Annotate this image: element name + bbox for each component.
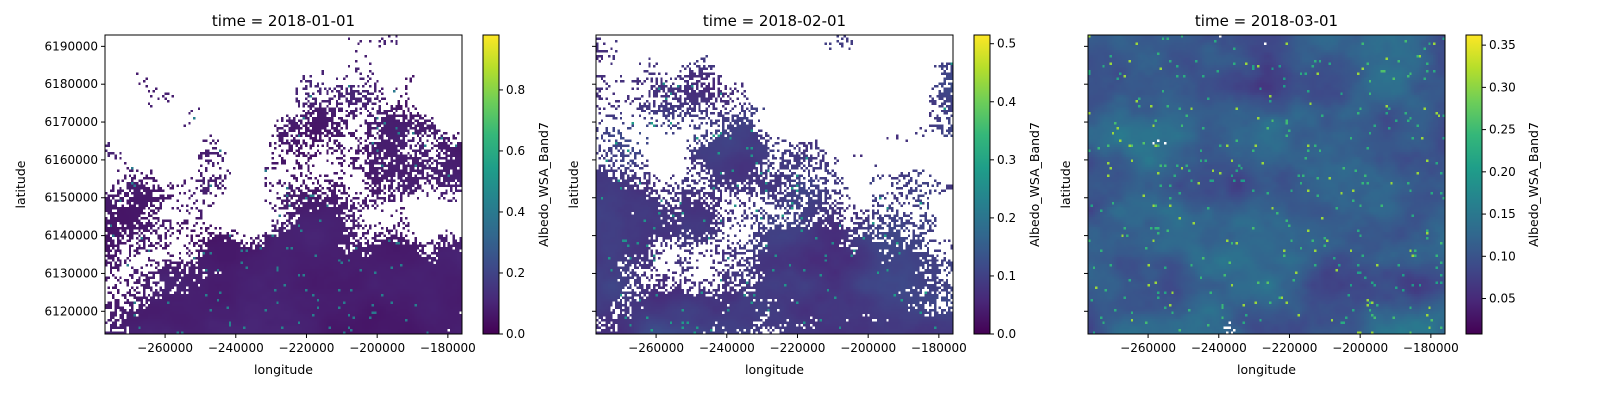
colorbar-tick-label: 0.35 bbox=[1489, 38, 1516, 52]
axes-frame bbox=[1087, 34, 1446, 335]
colorbar-tick-label: 0.25 bbox=[1489, 123, 1516, 137]
raster-field bbox=[105, 35, 462, 334]
colorbar-label: Albedo_WSA_Band7 bbox=[536, 122, 551, 247]
colorbar-frame bbox=[1465, 34, 1483, 335]
y-tick-label: 6170000 bbox=[45, 115, 98, 129]
colorbar-tick-label: 0.2 bbox=[997, 211, 1016, 225]
colorbar-gradient bbox=[974, 35, 990, 334]
panel-2: time = 2018-02-01 −260000 −240000 −220000 −2… bbox=[566, 12, 1042, 377]
x-tick-label: −180000 bbox=[420, 341, 476, 355]
x-axis-label: longitude bbox=[254, 362, 313, 377]
x-tick-label: −240000 bbox=[699, 341, 755, 355]
colorbar-tick-label: 0.05 bbox=[1489, 292, 1516, 306]
panel-1: time = 2018-01-01 −260000 −240000 −220000 −2… bbox=[13, 12, 551, 377]
y-tick-label: 6150000 bbox=[45, 191, 98, 205]
y-axis-label: latitude bbox=[1058, 160, 1073, 208]
colorbar-tick-label: 0.0 bbox=[997, 327, 1016, 341]
colorbar: 0.05 0.10 0.15 0.20 0.25 0.30 0.35 Albedo_WSA_B… bbox=[1465, 34, 1541, 335]
x-tick-label: −240000 bbox=[208, 341, 264, 355]
x-tick-label: −180000 bbox=[911, 341, 967, 355]
y-axis-label: latitude bbox=[13, 160, 28, 208]
colorbar-tick-label: 0.10 bbox=[1489, 249, 1516, 263]
axes-frame bbox=[104, 34, 463, 335]
x-tick-label: −260000 bbox=[1120, 341, 1176, 355]
panel-3: time = 2018-03-01 −260000 −240000 −220000 −2… bbox=[1058, 12, 1541, 377]
colorbar-tick-label: 0.30 bbox=[1489, 80, 1516, 94]
y-tick-label: 6160000 bbox=[45, 153, 98, 167]
y-tick-label: 6180000 bbox=[45, 77, 98, 91]
x-tick-label: −260000 bbox=[628, 341, 684, 355]
x-tick-label: −200000 bbox=[840, 341, 896, 355]
x-tick-label: −220000 bbox=[279, 341, 335, 355]
colorbar-tick-label: 0.3 bbox=[997, 153, 1016, 167]
colorbar-tick-label: 0.15 bbox=[1489, 207, 1516, 221]
colorbar: 0.0 0.1 0.2 0.3 0.4 0.5 Albedo_WSA_Band7 bbox=[973, 34, 1042, 341]
x-axis-label: longitude bbox=[1237, 362, 1296, 377]
x-tick-label: −180000 bbox=[1403, 341, 1459, 355]
x-axis-label: longitude bbox=[745, 362, 804, 377]
raster-field bbox=[1088, 35, 1445, 334]
chart-title: time = 2018-02-01 bbox=[703, 12, 846, 30]
colorbar-frame bbox=[973, 34, 991, 335]
colorbar-tick-label: 0.1 bbox=[997, 269, 1016, 283]
y-tick-label: 6130000 bbox=[45, 266, 98, 280]
colorbar-tick-label: 0.5 bbox=[997, 37, 1016, 51]
colorbar-tick-label: 0.2 bbox=[506, 266, 525, 280]
colorbar-tick-label: 0.4 bbox=[506, 205, 525, 219]
x-tick-label: −220000 bbox=[1262, 341, 1318, 355]
x-tick-label: −200000 bbox=[349, 341, 405, 355]
colorbar-frame bbox=[482, 34, 500, 335]
colorbar-tick-label: 0.8 bbox=[506, 83, 525, 97]
colorbar-label: Albedo_WSA_Band7 bbox=[1526, 122, 1541, 247]
colorbar-tick-label: 0.4 bbox=[997, 95, 1016, 109]
colorbar: 0.0 0.2 0.4 0.6 0.8 Albedo_WSA_Band7 bbox=[482, 34, 551, 341]
x-tick-label: −220000 bbox=[770, 341, 826, 355]
axes-frame bbox=[595, 34, 954, 335]
y-tick-label: 6120000 bbox=[45, 304, 98, 318]
chart-title: time = 2018-01-01 bbox=[212, 12, 355, 30]
x-tick-label: −240000 bbox=[1191, 341, 1247, 355]
y-tick-label: 6190000 bbox=[45, 39, 98, 53]
colorbar-tick-label: 0.6 bbox=[506, 144, 525, 158]
chart-title: time = 2018-03-01 bbox=[1195, 12, 1338, 30]
colorbar-tick-label: 0.0 bbox=[506, 327, 525, 341]
colorbar-gradient bbox=[483, 35, 499, 334]
y-tick-label: 6140000 bbox=[45, 229, 98, 243]
raster-field bbox=[596, 35, 953, 334]
x-tick-label: −200000 bbox=[1332, 341, 1388, 355]
colorbar-gradient bbox=[1466, 35, 1482, 334]
y-axis-label: latitude bbox=[566, 160, 581, 208]
x-tick-label: −260000 bbox=[137, 341, 193, 355]
colorbar-label: Albedo_WSA_Band7 bbox=[1027, 122, 1042, 247]
colorbar-tick-label: 0.20 bbox=[1489, 165, 1516, 179]
